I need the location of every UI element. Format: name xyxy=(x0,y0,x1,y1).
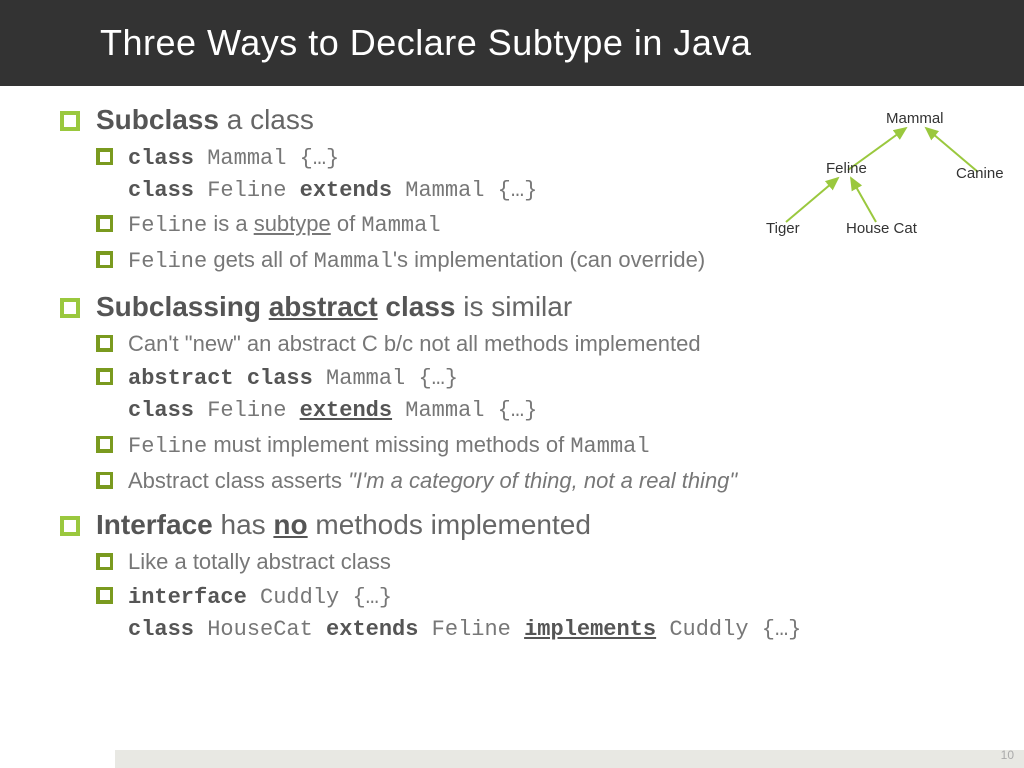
tree-node-canine: Canine xyxy=(956,165,1004,182)
bullet-item: Abstract class asserts "I'm a category o… xyxy=(96,466,1004,496)
bullet-item: interface Cuddly {…}class HouseCat exten… xyxy=(96,581,1004,644)
bullet-item: Can't "new" an abstract C b/c not all me… xyxy=(96,329,1004,359)
section: Subclassing abstract class is similar Can… xyxy=(60,291,1004,495)
page-number: 10 xyxy=(1001,748,1014,762)
bullet-item: Feline must implement missing methods of… xyxy=(96,430,1004,462)
tree-node-mammal: Mammal xyxy=(886,110,944,127)
tree-node-tiger: Tiger xyxy=(766,220,800,237)
slide-title-bar: Three Ways to Declare Subtype in Java xyxy=(0,0,1024,86)
footer-bar xyxy=(115,750,1024,768)
tree-node-feline: Feline xyxy=(826,160,867,177)
section: Interface has no methods implemented Like… xyxy=(60,509,1004,644)
tree-edges xyxy=(756,110,1016,270)
bullet-item: abstract class Mammal {…}class Feline ex… xyxy=(96,362,1004,425)
tree-node-housecat: House Cat xyxy=(846,220,917,237)
section-heading: Interface has no methods implemented xyxy=(60,509,1004,541)
section-heading: Subclassing abstract class is similar xyxy=(60,291,1004,323)
bullet-item: Like a totally abstract class xyxy=(96,547,1004,577)
slide-title: Three Ways to Declare Subtype in Java xyxy=(100,22,751,63)
class-hierarchy-tree: Mammal Feline Canine Tiger House Cat xyxy=(756,110,1016,270)
